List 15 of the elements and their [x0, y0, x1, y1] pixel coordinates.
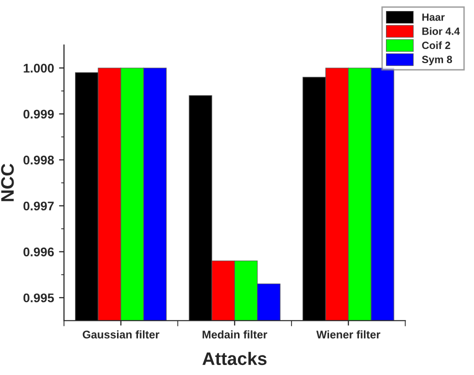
y-tick-label: 0.998: [23, 156, 54, 164]
y-tick-label: 0.995: [23, 293, 54, 302]
y-tick-label: 0.999: [23, 110, 54, 119]
x-axis-title: Attacks: [202, 352, 267, 366]
legend-label: Coif 2: [422, 41, 450, 50]
x-tick-label: Wiener filter: [316, 330, 380, 339]
legend-label: Bior 4.4: [422, 27, 460, 35]
legend-label: Sym 8: [422, 56, 452, 66]
y-tick-label: 1.000: [24, 64, 54, 73]
y-axis-title: NCC: [1, 164, 14, 202]
x-tick-label: Gaussian filter: [82, 330, 160, 339]
legend-label: Haar: [422, 14, 445, 21]
x-tick-label: Medain filter: [202, 330, 268, 339]
y-tick-label: 0.996: [23, 248, 54, 256]
y-tick-label: 0.997: [23, 202, 54, 210]
